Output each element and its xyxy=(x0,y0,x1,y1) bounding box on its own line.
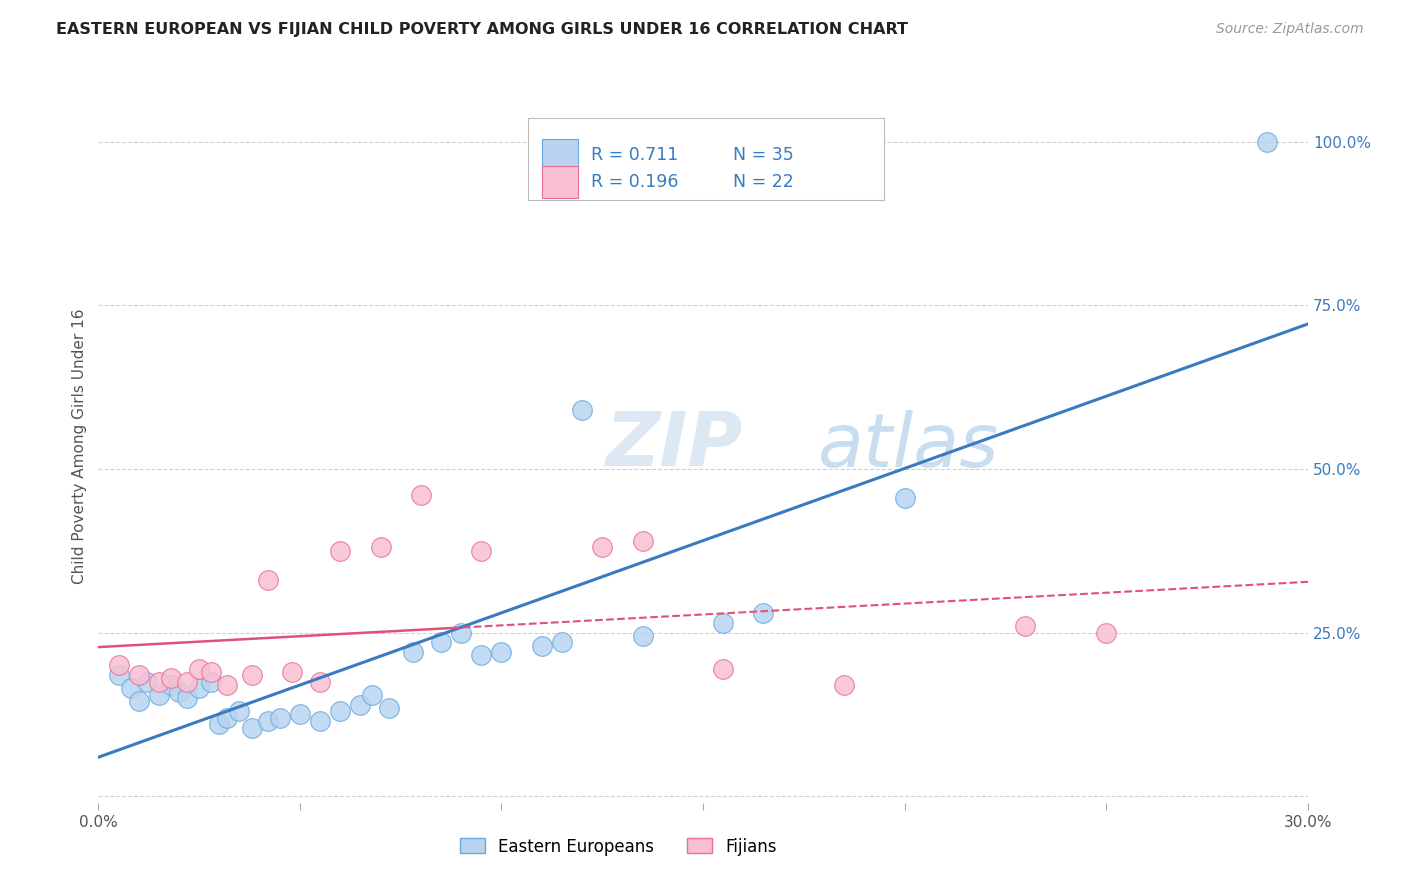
Point xyxy=(107,668,129,682)
Point xyxy=(591,541,613,555)
Point xyxy=(491,645,513,659)
Point xyxy=(309,674,332,689)
Point xyxy=(188,681,211,696)
Point xyxy=(361,688,384,702)
Point xyxy=(329,704,352,718)
Point xyxy=(711,662,734,676)
Point xyxy=(188,662,211,676)
Point xyxy=(148,674,170,689)
Legend: Eastern Europeans, Fijians: Eastern Europeans, Fijians xyxy=(453,831,783,863)
Point xyxy=(631,629,654,643)
Point xyxy=(1095,625,1118,640)
Point xyxy=(240,721,263,735)
Point xyxy=(571,403,593,417)
Point xyxy=(176,674,198,689)
Point xyxy=(167,684,190,698)
Point xyxy=(217,711,239,725)
Point xyxy=(711,615,734,630)
Point xyxy=(530,639,553,653)
Point xyxy=(349,698,371,712)
Point xyxy=(752,606,775,620)
Point xyxy=(470,543,492,558)
Point xyxy=(288,707,311,722)
Point xyxy=(329,543,352,558)
Text: ZIP: ZIP xyxy=(606,409,744,483)
Point xyxy=(160,678,183,692)
FancyBboxPatch shape xyxy=(543,139,578,171)
Point xyxy=(450,625,472,640)
Point xyxy=(128,668,150,682)
Point xyxy=(148,688,170,702)
Point xyxy=(1256,135,1278,149)
Y-axis label: Child Poverty Among Girls Under 16: Child Poverty Among Girls Under 16 xyxy=(72,309,87,583)
Point xyxy=(269,711,291,725)
Point xyxy=(176,691,198,706)
Text: atlas: atlas xyxy=(818,410,1000,482)
Point xyxy=(128,694,150,708)
Point xyxy=(309,714,332,728)
Point xyxy=(893,491,915,506)
Text: N = 35: N = 35 xyxy=(734,146,794,164)
Text: EASTERN EUROPEAN VS FIJIAN CHILD POVERTY AMONG GIRLS UNDER 16 CORRELATION CHART: EASTERN EUROPEAN VS FIJIAN CHILD POVERTY… xyxy=(56,22,908,37)
FancyBboxPatch shape xyxy=(527,118,884,200)
Text: R = 0.196: R = 0.196 xyxy=(591,173,678,191)
FancyBboxPatch shape xyxy=(543,166,578,198)
Point xyxy=(200,665,222,679)
Point xyxy=(409,488,432,502)
Point xyxy=(470,648,492,663)
Point xyxy=(228,704,250,718)
Point xyxy=(240,668,263,682)
Point xyxy=(832,678,855,692)
Point xyxy=(402,645,425,659)
Point xyxy=(1014,619,1036,633)
Text: N = 22: N = 22 xyxy=(734,173,794,191)
Point xyxy=(551,635,574,649)
Point xyxy=(135,674,157,689)
Point xyxy=(200,674,222,689)
Point xyxy=(370,541,392,555)
Point xyxy=(208,717,231,731)
Point xyxy=(281,665,304,679)
Text: Source: ZipAtlas.com: Source: ZipAtlas.com xyxy=(1216,22,1364,37)
Point xyxy=(631,533,654,548)
Point xyxy=(256,714,278,728)
Point xyxy=(107,658,129,673)
Point xyxy=(377,701,399,715)
Point xyxy=(430,635,453,649)
Point xyxy=(120,681,142,696)
Point xyxy=(217,678,239,692)
Point xyxy=(160,672,183,686)
Text: R = 0.711: R = 0.711 xyxy=(591,146,678,164)
Point xyxy=(256,573,278,587)
